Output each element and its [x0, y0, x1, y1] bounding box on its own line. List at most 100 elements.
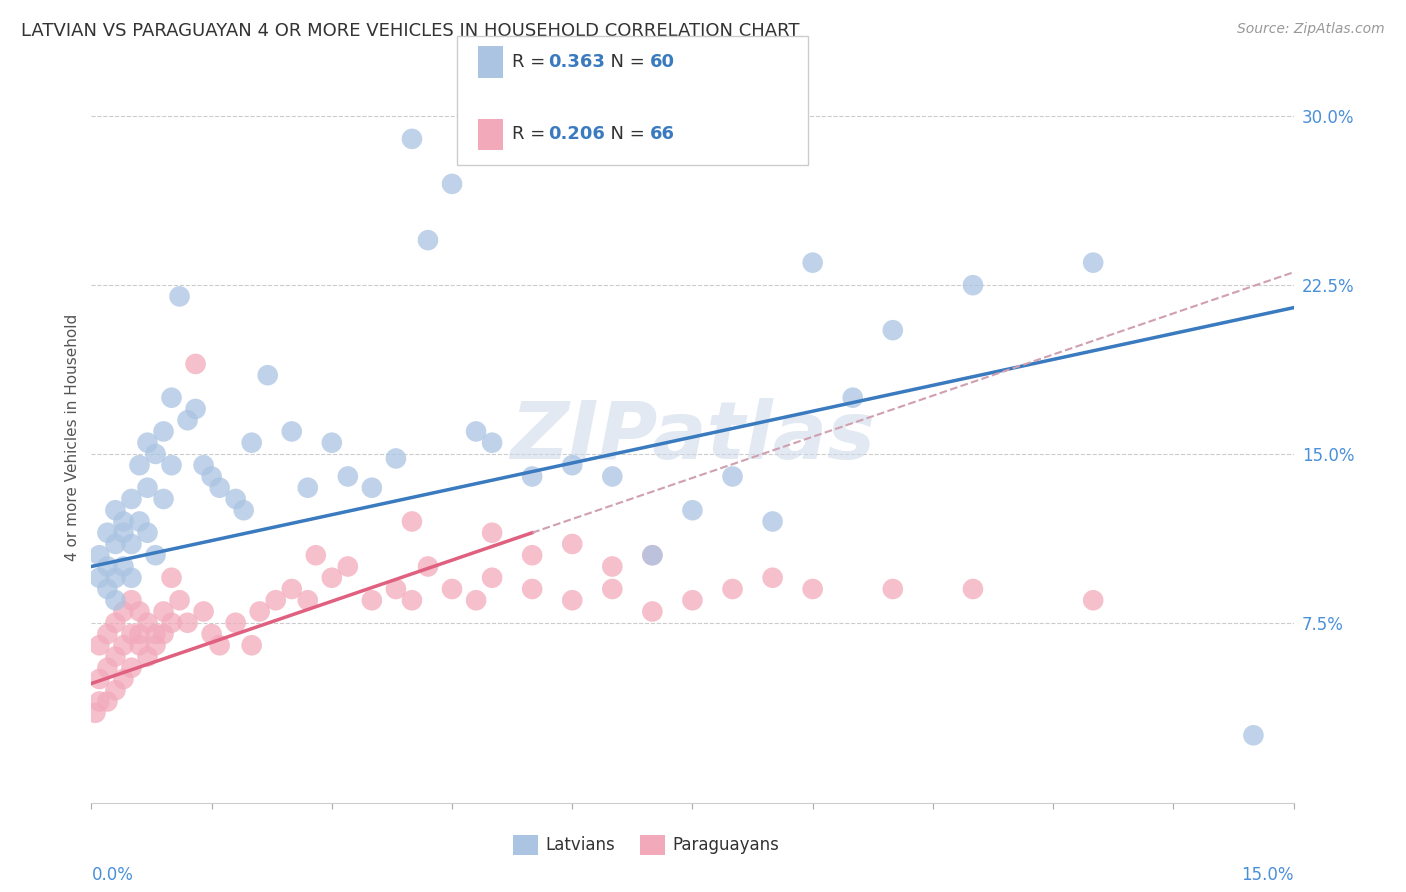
Point [112, 525, 135, 540]
Point [136, 649, 159, 664]
Point [360, 481, 382, 495]
Point [481, 435, 503, 450]
Text: 60: 60 [650, 53, 675, 71]
Point [561, 537, 583, 551]
Point [136, 615, 159, 630]
Text: 0.363: 0.363 [548, 53, 605, 71]
Point [208, 638, 231, 652]
Point [281, 425, 304, 439]
Point [1083, 255, 1105, 269]
Point [201, 469, 224, 483]
Point [184, 401, 207, 416]
Point [112, 672, 135, 686]
Text: 15.0%: 15.0% [1241, 866, 1294, 884]
Point [440, 177, 463, 191]
Point [89, 672, 111, 686]
Point [89, 571, 111, 585]
Point [440, 582, 463, 596]
Text: 0.0%: 0.0% [91, 866, 134, 884]
Point [104, 683, 127, 698]
Point [152, 425, 174, 439]
Point [160, 615, 183, 630]
Point [249, 605, 271, 619]
Point [89, 694, 111, 708]
Point [145, 548, 167, 562]
Point [104, 649, 127, 664]
Point [641, 548, 664, 562]
Point [96, 525, 118, 540]
Point [297, 481, 319, 495]
Point [561, 593, 583, 607]
Text: R =: R = [512, 53, 551, 71]
Y-axis label: 4 or more Vehicles in Household: 4 or more Vehicles in Household [65, 313, 80, 561]
Point [193, 458, 215, 473]
Point [401, 515, 423, 529]
Point [96, 661, 118, 675]
Point [225, 491, 247, 506]
Point [232, 503, 254, 517]
Point [152, 491, 174, 506]
Point [762, 515, 785, 529]
Point [145, 447, 167, 461]
Point [136, 435, 159, 450]
Point [89, 638, 111, 652]
Point [160, 571, 183, 585]
Point [121, 571, 143, 585]
Point [240, 638, 263, 652]
Point [128, 627, 150, 641]
Point [121, 593, 143, 607]
Point [401, 593, 423, 607]
Point [169, 593, 191, 607]
Point [96, 627, 118, 641]
Point [96, 582, 118, 596]
Point [96, 559, 118, 574]
Point [121, 491, 143, 506]
Point [465, 593, 488, 607]
Point [281, 582, 304, 596]
Point [721, 582, 744, 596]
Point [385, 451, 408, 466]
Point [681, 503, 703, 517]
Point [112, 605, 135, 619]
Point [160, 391, 183, 405]
Point [1243, 728, 1265, 742]
Point [128, 458, 150, 473]
Point [336, 559, 359, 574]
Point [264, 593, 287, 607]
Point [522, 469, 544, 483]
Point [481, 571, 503, 585]
Point [641, 548, 664, 562]
Point [962, 278, 984, 293]
Point [401, 132, 423, 146]
Point [561, 458, 583, 473]
Point [169, 289, 191, 303]
Text: LATVIAN VS PARAGUAYAN 4 OR MORE VEHICLES IN HOUSEHOLD CORRELATION CHART: LATVIAN VS PARAGUAYAN 4 OR MORE VEHICLES… [21, 22, 800, 40]
Point [128, 515, 150, 529]
Point [465, 425, 488, 439]
Text: ZIPatlas: ZIPatlas [510, 398, 875, 476]
Point [104, 537, 127, 551]
Point [1083, 593, 1105, 607]
Point [360, 593, 382, 607]
Text: Latvians: Latvians [546, 836, 616, 854]
Point [176, 615, 198, 630]
Text: N =: N = [599, 53, 651, 71]
Point [297, 593, 319, 607]
Point [336, 469, 359, 483]
Point [104, 615, 127, 630]
Point [321, 571, 343, 585]
Point [721, 469, 744, 483]
Point [176, 413, 198, 427]
Point [145, 638, 167, 652]
Point [481, 525, 503, 540]
Point [762, 571, 785, 585]
Point [602, 469, 624, 483]
Point [416, 233, 439, 247]
Point [104, 593, 127, 607]
Point [96, 694, 118, 708]
Point [136, 525, 159, 540]
Point [184, 357, 207, 371]
Point [882, 323, 904, 337]
Point [89, 548, 111, 562]
Point [112, 515, 135, 529]
